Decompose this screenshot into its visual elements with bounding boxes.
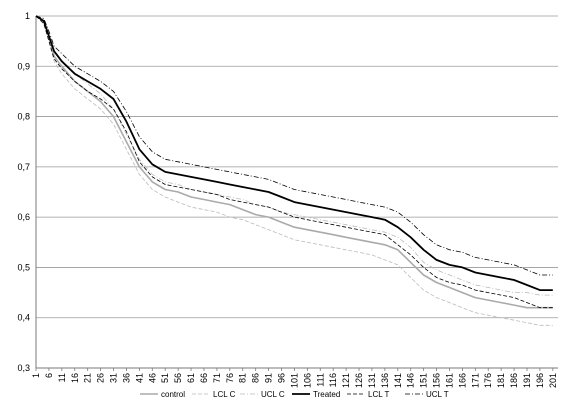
x-tick-label: 6 (44, 373, 54, 378)
series-lines (35, 15, 553, 326)
x-tick-label: 101 (289, 373, 299, 388)
legend-label: UCL T (426, 390, 449, 399)
x-tick-label: 41 (134, 373, 144, 383)
y-tick-label: 1 (25, 11, 30, 21)
x-tick-label: 136 (380, 373, 390, 388)
series-line-ucl-c (35, 15, 553, 296)
x-tick-label: 31 (109, 373, 119, 383)
series-line-lcl-t (35, 15, 553, 309)
x-tick-label: 51 (160, 373, 170, 383)
x-tick-label: 151 (419, 373, 429, 388)
x-tick-label: 91 (264, 373, 274, 383)
x-tick-label: 161 (444, 373, 454, 388)
x-tick-label: 76 (225, 373, 235, 383)
x-tick-label: 201 (548, 373, 558, 388)
x-tick-label: 126 (354, 373, 364, 388)
legend-label: LCL T (368, 390, 389, 399)
x-tick-label: 166 (457, 373, 467, 388)
x-tick-label: 171 (470, 373, 480, 388)
x-tick-label: 156 (432, 373, 442, 388)
x-tick-label: 71 (212, 373, 222, 383)
legend-label: LCL C (213, 390, 236, 399)
y-tick-label: 0,3 (17, 363, 30, 373)
y-tick-label: 0,5 (17, 262, 30, 272)
x-tick-label: 191 (522, 373, 532, 388)
x-tick-label: 21 (83, 373, 93, 383)
x-tick-label: 121 (341, 373, 351, 388)
axes (35, 16, 558, 371)
x-tick-label: 11 (57, 373, 67, 382)
x-tick-label: 46 (147, 373, 157, 383)
series-line-lcl-c (35, 15, 553, 326)
x-tick-label: 1 (31, 373, 41, 378)
x-tick-label: 131 (367, 373, 377, 388)
y-tick-label: 0,4 (17, 313, 30, 323)
x-tick-label: 186 (509, 373, 519, 388)
x-tick-label: 66 (199, 373, 209, 383)
x-tick-label: 81 (238, 373, 248, 383)
legend-label: UCL C (261, 390, 285, 399)
x-tick-label: 96 (276, 373, 286, 383)
series-line-control (35, 15, 553, 309)
legend-label: control (161, 390, 185, 399)
x-tick-label: 61 (186, 373, 196, 383)
y-tick-labels: 0,3 0,4 0,5 0,6 0,7 0,8 0,9 1 (17, 11, 30, 373)
x-tick-label: 146 (406, 373, 416, 388)
legend: control LCL C UCL C Treated LCL T UCL T (140, 390, 449, 399)
y-tick-label: 0,8 (17, 112, 30, 122)
x-tick-label: 26 (96, 373, 106, 383)
x-tick-label: 116 (328, 373, 338, 387)
y-tick-label: 0,7 (17, 162, 30, 172)
x-tick-label: 56 (173, 373, 183, 383)
series-line-ucl-t (35, 15, 553, 276)
y-tick-label: 0,6 (17, 212, 30, 222)
x-tick-label: 196 (535, 373, 545, 388)
series-line-treated (35, 15, 553, 291)
y-tick-label: 0,9 (17, 61, 30, 71)
x-tick-label: 86 (251, 373, 261, 383)
x-tick-label: 36 (121, 373, 131, 383)
x-tick-label: 16 (70, 373, 80, 383)
x-tick-label: 181 (496, 373, 506, 388)
x-tick-label: 176 (483, 373, 493, 388)
legend-label: Treated (313, 390, 340, 399)
x-tick-label: 111 (315, 373, 325, 387)
x-tick-label: 106 (302, 373, 312, 388)
x-tick-label: 141 (393, 373, 403, 388)
x-tick-labels: 1 6 11 16 21 26 31 36 41 46 51 56 61 66 71 76 81 86 91 96 10… (31, 373, 558, 388)
